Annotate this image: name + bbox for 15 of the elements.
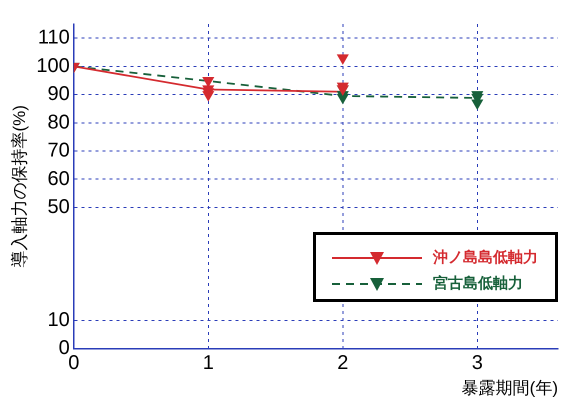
legend-box: 沖ノ島島低軸力 宮古島低軸力 (313, 232, 558, 302)
y-tick-label: 10 (48, 308, 70, 331)
y-tick-label: 50 (48, 196, 70, 218)
y-tick-label: 110 (38, 26, 70, 49)
x-axis-title: 暴露期間(年) (462, 378, 558, 398)
y-tick-label: 90 (48, 83, 70, 106)
y-tick-label: 80 (48, 111, 70, 134)
x-tick-label: 3 (472, 352, 483, 374)
y-axis-title: 導入軸力の保持率(%) (10, 105, 29, 268)
y-tick-label: 70 (48, 140, 70, 162)
y-tick-label: 0 (58, 337, 70, 360)
x-tick-label: 1 (202, 352, 214, 374)
y-tick-label: 100 (36, 54, 70, 77)
x-tick-label: 2 (337, 352, 348, 374)
y-tick-label: 60 (48, 168, 70, 190)
